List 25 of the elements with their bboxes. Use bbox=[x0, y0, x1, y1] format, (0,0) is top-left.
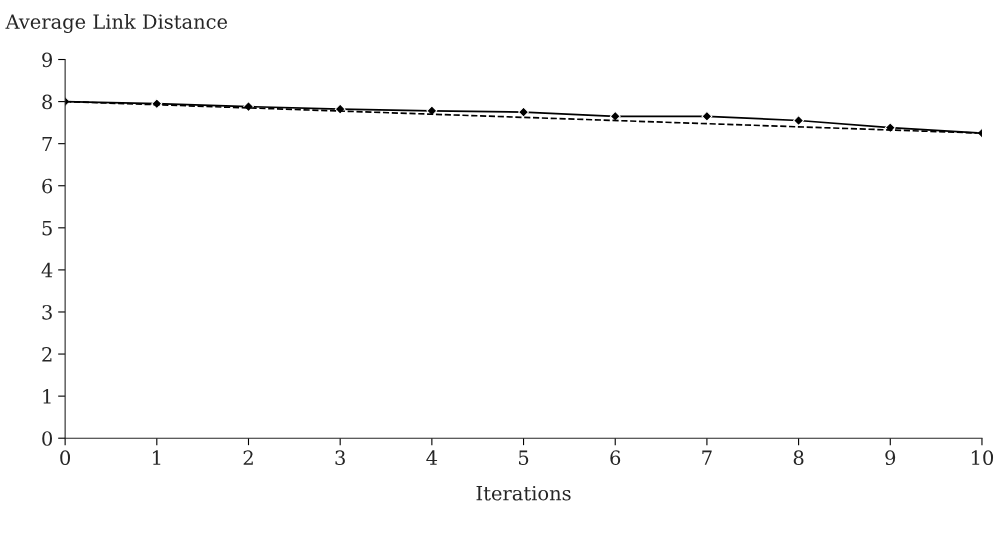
point bbox=[793, 115, 805, 126]
y-tick-label: 5 bbox=[42, 221, 52, 236]
x-tick-label: 7 bbox=[702, 450, 712, 465]
x-tick-label: 8 bbox=[793, 450, 804, 466]
x-tick-label: 6 bbox=[610, 450, 621, 466]
point bbox=[701, 110, 713, 122]
y-tick-label: 3 bbox=[42, 304, 52, 320]
y-tick-label: 2 bbox=[42, 347, 52, 362]
y-tick-label: 0 bbox=[42, 431, 53, 446]
x-tick-label: 1 bbox=[153, 450, 161, 465]
y-tick-label: 9 bbox=[42, 52, 53, 68]
y-tick-label: 1 bbox=[43, 389, 51, 404]
x-tick-label: 9 bbox=[885, 450, 896, 466]
x-tick-label: 4 bbox=[426, 450, 438, 465]
x-tick-label: 2 bbox=[243, 450, 253, 465]
x-tick-label: 10 bbox=[971, 450, 994, 466]
y-axis-title: Average Link Distance bbox=[5, 13, 228, 33]
y-tick-label: 7 bbox=[42, 136, 52, 152]
x-tick-label: 5 bbox=[519, 450, 529, 466]
x-axis-title: Iterations bbox=[476, 485, 571, 501]
x-tick-label: 0 bbox=[60, 450, 71, 466]
y-tick-label: 6 bbox=[42, 178, 53, 194]
y-tick-label: 4 bbox=[41, 262, 53, 278]
x-tick-label: 3 bbox=[335, 450, 345, 466]
y-tick-label: 8 bbox=[42, 94, 53, 110]
